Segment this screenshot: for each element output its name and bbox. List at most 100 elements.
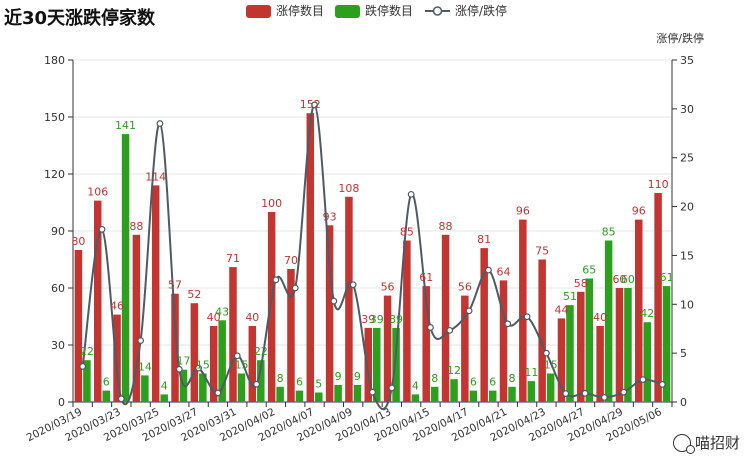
red-bar-label: 57 <box>168 279 182 292</box>
green-bar-label: 4 <box>412 379 419 392</box>
legend-item[interactable]: 涨停数目 <box>246 3 324 18</box>
y2-axis-title: 涨停/跌停 <box>656 31 704 45</box>
ratio-point <box>272 276 280 284</box>
legend-label: 跌停数目 <box>365 3 413 18</box>
red-bar-label: 110 <box>648 178 669 191</box>
ratio-point <box>465 307 473 315</box>
y2-tick-label: 35 <box>680 54 694 67</box>
green-bar <box>121 134 130 402</box>
red-bar-label: 88 <box>439 220 453 233</box>
green-bar <box>141 375 149 402</box>
green-bar <box>643 322 652 402</box>
green-bar <box>662 286 671 402</box>
red-bar-label: 64 <box>497 265 511 278</box>
red-bar-label: 96 <box>632 205 646 218</box>
red-bar <box>151 185 160 402</box>
ratio-line <box>79 101 666 410</box>
red-bar <box>635 219 643 402</box>
red-bar-label: 114 <box>145 170 166 183</box>
legend-item[interactable]: 跌停数目 <box>335 3 413 18</box>
red-bar-label: 75 <box>535 245 549 258</box>
red-bar <box>383 295 392 402</box>
green-bar <box>469 390 478 402</box>
red-bar <box>132 234 141 402</box>
green-bar <box>411 394 420 402</box>
green-bar-label: 42 <box>640 307 654 320</box>
red-bar <box>209 326 218 402</box>
ratio-point <box>562 390 570 397</box>
green-bar <box>508 386 516 402</box>
legend-marker <box>432 6 443 16</box>
y2-tick-label: 5 <box>680 347 687 360</box>
green-bar-label: 43 <box>215 305 229 318</box>
y-tick-label: 0 <box>58 396 65 409</box>
red-bar <box>499 280 508 402</box>
green-bar-label: 15 <box>234 359 248 372</box>
legend-item[interactable]: 涨停/跌停 <box>425 3 507 18</box>
green-bar-label: 39 <box>389 313 403 326</box>
green-bar-label: 141 <box>115 119 136 132</box>
bars <box>74 113 671 402</box>
ratio-point <box>195 364 202 372</box>
red-bar-label: 52 <box>187 288 201 301</box>
green-bar <box>604 240 613 402</box>
green-bar-label: 61 <box>660 271 674 284</box>
red-bar <box>519 219 527 402</box>
green-bar-label: 6 <box>489 376 496 389</box>
y2-tick-label: 0 <box>680 396 687 409</box>
green-bar <box>199 373 207 402</box>
green-bar-label: 4 <box>161 379 168 392</box>
red-bar-label: 106 <box>87 186 108 199</box>
green-bar-label: 85 <box>602 226 616 239</box>
green-bar-label: 15 <box>196 359 210 372</box>
y2-tick-label: 15 <box>680 249 694 262</box>
legend-label: 涨停/跌停 <box>455 3 507 18</box>
red-bar-label: 44 <box>554 303 568 316</box>
green-bar <box>373 327 381 402</box>
ratio-point <box>214 389 222 397</box>
ratio-point <box>543 349 550 357</box>
red-bar <box>422 286 430 402</box>
red-bar <box>461 295 469 402</box>
green-bar-label: 8 <box>509 372 516 385</box>
green-bar <box>218 320 226 402</box>
red-bar-label: 152 <box>300 98 321 111</box>
red-bar <box>287 269 295 402</box>
red-bar-label: 40 <box>593 311 607 324</box>
red-bar <box>229 267 237 402</box>
green-bar <box>546 373 555 402</box>
ratio-point <box>117 395 125 403</box>
green-bar <box>102 390 110 402</box>
y-tick-label: 60 <box>51 282 65 295</box>
red-bar-label: 61 <box>419 271 433 284</box>
green-bar <box>276 386 284 402</box>
ratio-point <box>600 394 608 401</box>
ratio-point <box>233 352 241 360</box>
y-tick-label: 90 <box>51 225 65 238</box>
ratio-point <box>330 297 338 305</box>
red-bar-label: 108 <box>338 182 359 195</box>
wechat-icon <box>672 433 695 454</box>
green-bar-label: 14 <box>138 360 152 373</box>
red-bar <box>171 293 179 402</box>
green-bar <box>257 360 265 402</box>
red-bar-label: 40 <box>207 311 221 324</box>
ratio-point <box>156 120 164 127</box>
ratio-point <box>620 388 628 396</box>
red-bar <box>364 327 372 402</box>
green-bar <box>624 288 632 402</box>
green-bar <box>488 390 497 402</box>
green-bar-label: 15 <box>544 359 558 372</box>
ratio-point <box>98 225 106 233</box>
watermark-text: 喵招财 <box>694 434 740 452</box>
green-bar <box>392 327 400 402</box>
red-bar <box>93 200 102 402</box>
red-bar-label: 93 <box>323 210 337 223</box>
green-bar-label: 8 <box>431 372 438 385</box>
green-bar <box>315 392 323 402</box>
ratio-point <box>311 101 318 109</box>
green-bar-label: 9 <box>354 370 361 383</box>
red-bar <box>615 288 624 402</box>
legend[interactable]: 涨停数目 跌停数目 涨停/跌停 <box>246 3 507 18</box>
legend-swatch <box>246 5 271 18</box>
